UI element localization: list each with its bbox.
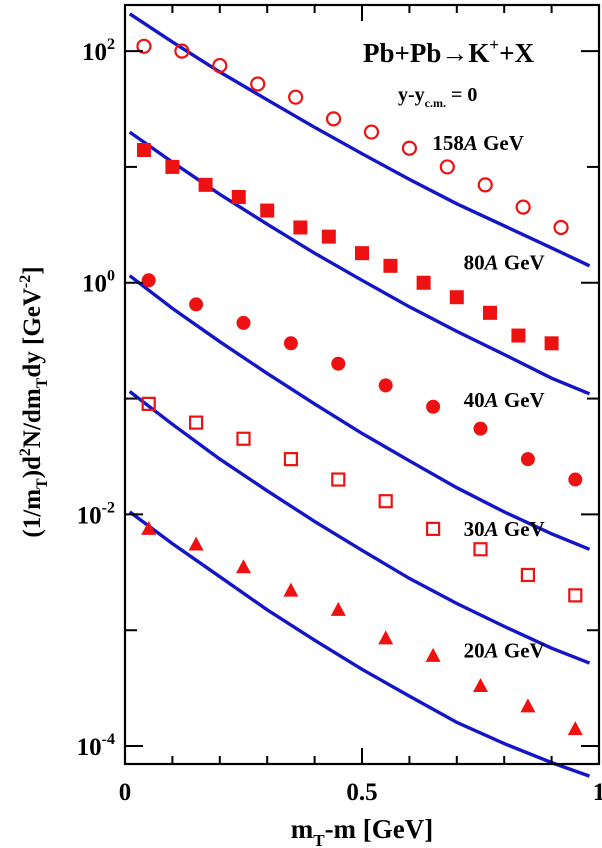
series-1: 80A GeV <box>128 130 591 396</box>
data-point <box>283 582 299 597</box>
data-point <box>236 559 251 574</box>
data-point <box>250 76 266 92</box>
data-point <box>520 698 536 713</box>
series-4: 20A GeV <box>128 510 591 778</box>
y-tick-label: 102 <box>82 36 115 66</box>
data-point <box>136 142 151 157</box>
model-curve <box>128 510 591 778</box>
series-0: 158A GeV <box>128 12 591 268</box>
data-point <box>293 220 308 235</box>
data-point <box>425 647 441 662</box>
x-tick-label: 0 <box>119 779 132 806</box>
data-point <box>212 57 228 74</box>
plot-area: 158A GeV 80A GeV 40A GeV 30A GeV 20A GeV <box>128 12 591 778</box>
data-point <box>378 378 393 393</box>
data-point <box>515 199 531 215</box>
data-point <box>477 177 493 193</box>
chart-title: Pb+Pb→K++X <box>363 35 534 68</box>
axis-ticks <box>124 5 600 764</box>
chart-subtitle: y-yc.m. = 0 <box>398 84 477 110</box>
series-label: 158A GeV <box>432 131 524 155</box>
data-point <box>189 297 204 312</box>
data-point <box>473 677 488 692</box>
series-label: 80A GeV <box>464 251 545 275</box>
data-point <box>520 452 535 467</box>
data-point <box>231 189 246 204</box>
model-curve <box>128 12 591 268</box>
data-point <box>189 415 204 430</box>
data-point <box>567 721 583 736</box>
data-point <box>416 275 431 290</box>
data-point <box>174 43 190 59</box>
model-curve <box>128 274 591 551</box>
y-tick-label: 100 <box>82 268 115 298</box>
data-point <box>236 315 251 330</box>
y-axis-label: (1/mT)d2N/dmTdy [GeV-2] <box>17 266 51 537</box>
y-tick-label: 10-4 <box>77 731 115 761</box>
data-point <box>330 601 346 616</box>
data-point <box>568 472 583 487</box>
data-point <box>236 431 251 446</box>
data-point <box>439 159 455 175</box>
data-point <box>141 273 156 288</box>
data-point <box>511 328 526 343</box>
data-point <box>426 521 441 536</box>
data-point <box>544 336 559 351</box>
series-label: 40A GeV <box>464 388 545 412</box>
data-point <box>473 421 488 436</box>
data-point <box>520 567 536 583</box>
data-point <box>288 89 304 105</box>
data-point <box>331 356 346 371</box>
data-point <box>165 159 180 174</box>
data-point <box>141 520 157 535</box>
model-curve <box>128 390 591 665</box>
data-point <box>325 111 342 127</box>
y-tick-label: 10-2 <box>77 499 115 529</box>
data-point <box>378 630 394 645</box>
x-axis-label: mT-m [GeV] <box>291 814 434 848</box>
data-point <box>355 246 369 261</box>
data-point <box>331 472 346 487</box>
data-point <box>283 452 298 467</box>
series-3: 30A GeV <box>128 390 591 665</box>
data-point <box>198 177 213 192</box>
data-point <box>378 494 393 509</box>
data-point <box>136 38 152 54</box>
data-point <box>383 258 398 273</box>
x-tick-label: 0.5 <box>346 779 377 806</box>
series-label: 30A GeV <box>464 517 545 541</box>
data-point <box>473 542 488 557</box>
data-point <box>363 124 380 140</box>
data-point <box>449 290 464 305</box>
series-label: 20A GeV <box>464 639 545 663</box>
data-point <box>568 588 583 603</box>
data-point <box>401 140 417 156</box>
data-point <box>321 229 336 244</box>
series-2: 40A GeV <box>128 273 591 551</box>
data-point <box>141 396 156 411</box>
axis-tick-labels: 0 0.5 1 102 100 10-2 10-4 <box>77 36 602 806</box>
data-point <box>426 399 441 414</box>
data-point <box>283 336 298 351</box>
data-point <box>188 536 204 551</box>
data-point <box>260 203 275 218</box>
data-point <box>482 305 497 320</box>
data-point <box>553 219 569 236</box>
x-tick-label: 1 <box>593 779 602 806</box>
